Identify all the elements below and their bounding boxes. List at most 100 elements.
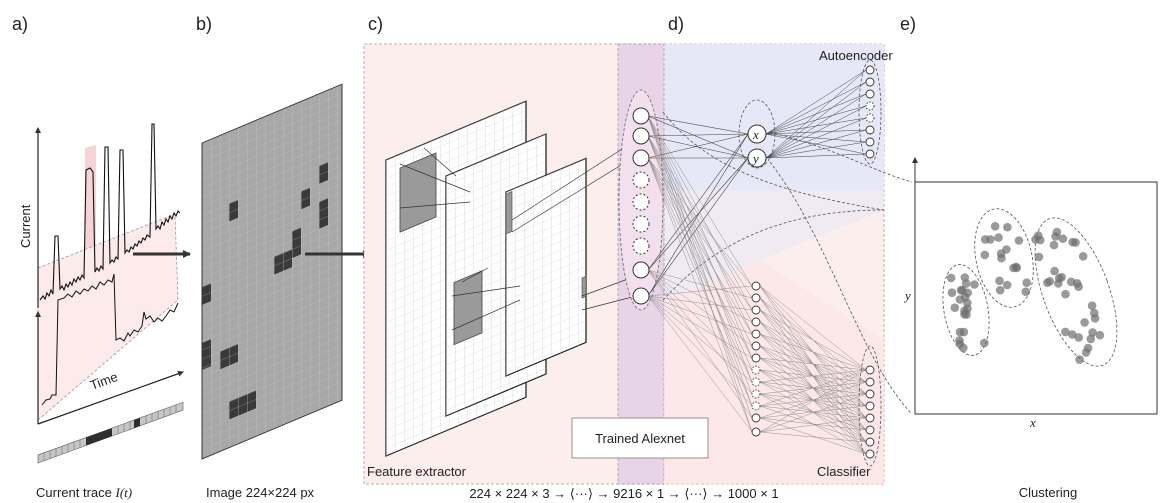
- cluster-point: [1075, 355, 1084, 364]
- cluster-point: [1080, 318, 1089, 327]
- scatter-axis-y: y: [903, 288, 911, 303]
- classifier-hidden-neuron: [751, 353, 761, 363]
- cluster-point: [1066, 277, 1076, 287]
- classifier-hidden-neuron: [751, 377, 761, 387]
- cluster-point: [1074, 333, 1083, 342]
- cluster-outline-1: [942, 264, 990, 356]
- input-neuron: [632, 127, 650, 145]
- cluster-point: [1061, 327, 1070, 337]
- panel-b-image: Image 224×224 px: [201, 83, 371, 500]
- classifier-hidden-neuron: [751, 413, 761, 423]
- feature-extractor-label: Feature extractor: [367, 464, 467, 479]
- classifier-label: Classifier: [817, 464, 871, 479]
- input-neuron: [632, 193, 650, 211]
- cluster-points: [946, 222, 1105, 364]
- classifier-output-neuron: [865, 437, 875, 447]
- cluster-point: [1003, 222, 1012, 232]
- cluster-outline-2: [974, 208, 1034, 308]
- latent-ellipse: [738, 99, 776, 169]
- classifier-region: [664, 260, 884, 484]
- time-axis-line: [37, 370, 184, 425]
- cluster-point: [1014, 236, 1024, 245]
- panel-label-b: b): [196, 14, 212, 34]
- scatter-axis-x: x: [1029, 415, 1036, 430]
- cluster-point: [960, 309, 969, 319]
- cluster-point: [1049, 240, 1059, 250]
- cluster-point: [956, 285, 966, 295]
- classifier-output-neuron: [865, 377, 875, 387]
- cluster-point: [1083, 343, 1093, 353]
- cluster-point: [947, 288, 957, 298]
- panel-label-e: e): [900, 14, 916, 34]
- cluster-point: [955, 295, 965, 304]
- autoencoder-output-neuron: [865, 149, 875, 159]
- cluster-point: [1050, 266, 1059, 276]
- cluster-point: [994, 233, 1003, 242]
- caption-current-trace: Current trace I(t): [36, 485, 132, 500]
- classifier-hidden-neuron: [751, 401, 761, 411]
- trained-alexnet-label: Trained Alexnet: [595, 431, 685, 446]
- caption-clustering: Clustering: [1019, 485, 1078, 500]
- classifier-output-neuron: [865, 365, 875, 375]
- cluster-point: [995, 285, 1005, 295]
- cluster-point: [1088, 328, 1097, 337]
- cluster-point: [990, 222, 1000, 231]
- cluster-point: [1068, 237, 1077, 247]
- input-neuron: [632, 237, 650, 255]
- cluster-point: [1086, 334, 1096, 344]
- panel-c-d-network: x y Autoencoder Feature extractor Classi…: [363, 43, 893, 501]
- current-trace-line: [39, 123, 181, 301]
- input-neuron: [632, 287, 650, 305]
- cluster-point: [1021, 287, 1031, 297]
- autoencoder-output-neuron: [865, 89, 875, 99]
- caption-image-size: Image 224×224 px: [206, 485, 315, 500]
- autoencoder-output-neuron: [865, 65, 875, 75]
- classifier-output-neuron: [865, 449, 875, 459]
- input-neuron: [632, 107, 650, 125]
- classifier-hidden-neuron: [751, 341, 761, 351]
- classifier-output-neuron: [865, 389, 875, 399]
- cluster-point: [1051, 232, 1060, 241]
- panel-a-current-trace: Current Time Current trace I(t): [18, 123, 191, 500]
- cluster-point: [980, 250, 990, 260]
- cluster-point: [950, 303, 960, 313]
- latent-node-y: [747, 148, 767, 168]
- trained-alexnet-box: [571, 417, 709, 459]
- latent-node-x: [747, 124, 767, 144]
- cluster-point: [1095, 330, 1105, 340]
- input-neuron: [632, 149, 650, 167]
- autoencoder-output-neuron: [865, 137, 875, 147]
- autoencoder-output-neuron: [865, 113, 875, 123]
- cluster-point: [1034, 252, 1044, 262]
- cluster-point: [996, 249, 1006, 258]
- trace-barcode: [37, 401, 184, 464]
- cluster-point: [1045, 277, 1055, 286]
- input-neuron: [632, 215, 650, 233]
- cluster-point: [970, 280, 979, 289]
- classifier-hidden-neuron: [751, 293, 761, 303]
- classifier-hidden-neuron: [751, 305, 761, 315]
- scatter-plot-frame: [914, 181, 1158, 415]
- cluster-point: [1090, 308, 1099, 318]
- autoencoder-output-neuron: [865, 77, 875, 87]
- autoencoder-output-neuron: [865, 125, 875, 135]
- zoom-region: [37, 213, 179, 421]
- caption-dimensions: 224 × 224 × 3 → ⟨···⟩ → 9216 × 1 → ⟨···⟩…: [469, 486, 778, 501]
- input-neuron: [632, 261, 650, 279]
- classifier-output-neuron: [865, 413, 875, 423]
- cluster-point: [1074, 282, 1083, 292]
- cluster-point: [980, 338, 989, 348]
- cluster-point: [986, 235, 995, 244]
- cluster-point: [1011, 262, 1021, 272]
- classifier-output-neuron: [865, 401, 875, 411]
- cluster-point: [955, 327, 965, 337]
- classifier-hidden-neuron: [751, 329, 761, 339]
- panel-label-d: d): [668, 14, 684, 34]
- autoencoder-region: [664, 44, 884, 190]
- autoencoder-output-neuron: [865, 101, 875, 111]
- input-neuron: [632, 171, 650, 189]
- classifier-hidden-neuron: [751, 389, 761, 399]
- cluster-outline-3: [1034, 217, 1118, 367]
- classifier-hidden-neuron: [751, 427, 761, 437]
